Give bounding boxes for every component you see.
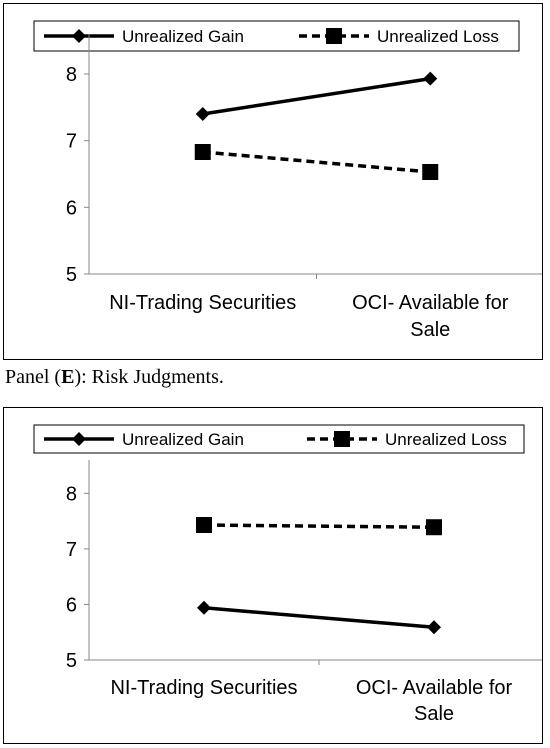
series-line-1 <box>203 606 435 629</box>
y-tick-label: 6 <box>66 594 77 616</box>
legend-box <box>33 20 520 52</box>
series-line-1 <box>202 76 431 116</box>
legend-marker-2 <box>334 431 350 447</box>
legend-label-2: Unrealized Loss <box>385 430 507 449</box>
y-tick-label: 8 <box>66 64 77 86</box>
data-point-1-1 <box>195 107 210 121</box>
x-tick-label: Sale <box>410 319 450 341</box>
y-tick-label: 7 <box>66 539 77 561</box>
data-point-2-1 <box>196 517 212 533</box>
series-line-2 <box>202 150 431 174</box>
legend-label-1: Unrealized Gain <box>122 430 244 449</box>
data-point-2-1 <box>194 144 211 160</box>
panel-caption: Panel (E): Risk Judgments. <box>5 366 224 389</box>
chart-2-svg: Unrealized Gain Unrealized Loss 5 6 7 8 NI-Tra… <box>33 424 549 725</box>
y-tick-label: 7 <box>66 131 77 153</box>
x-tick-label: NI-Trading Securities <box>110 677 297 699</box>
x-tick-label: Sale <box>414 703 454 725</box>
legend-marker-1 <box>72 432 86 446</box>
y-tick-label: 5 <box>66 264 77 286</box>
chart-panel-1: Unrealized Gain Unrealized Loss 5 6 7 8 NI-Tra… <box>3 3 544 360</box>
caption-suffix: ): Risk Judgments. <box>74 366 224 388</box>
data-point-2-2 <box>422 164 439 180</box>
data-point-2-2 <box>426 519 442 536</box>
series-line-2 <box>203 523 435 529</box>
legend-label-2: Unrealized Loss <box>377 27 499 46</box>
chart-panel-2: Unrealized Gain Unrealized Loss 5 6 7 8 NI-Tra… <box>3 407 549 744</box>
legend-marker-2 <box>326 28 342 44</box>
caption-prefix: Panel ( <box>5 366 62 388</box>
x-tick-label: NI-Trading Securities <box>109 292 296 314</box>
legend-label-1: Unrealized Gain <box>122 27 244 46</box>
data-point-1-2 <box>427 620 441 635</box>
y-tick-label: 6 <box>66 197 77 219</box>
chart-1-svg: Unrealized Gain Unrealized Loss 5 6 7 8 NI-Tra… <box>33 20 544 341</box>
legend-marker-1 <box>72 29 86 43</box>
x-tick-label: OCI- Available for <box>356 677 513 699</box>
data-point-1-2 <box>423 71 438 86</box>
y-tick-label: 5 <box>66 650 77 672</box>
legend-box <box>33 424 525 454</box>
x-tick-label: OCI- Available for <box>352 292 509 314</box>
y-tick-label: 8 <box>66 483 77 505</box>
data-point-1-1 <box>197 600 211 615</box>
caption-bold: E <box>61 366 75 388</box>
